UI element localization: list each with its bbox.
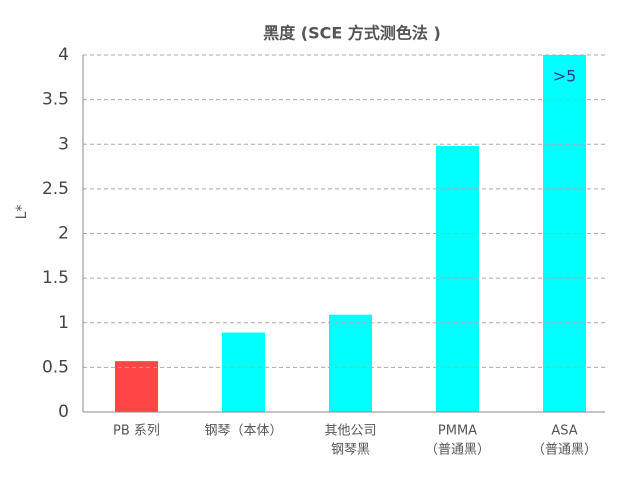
y-tick-label: 2 — [58, 224, 69, 244]
y-tick-label: 2.5 — [42, 179, 69, 199]
bars — [115, 55, 586, 412]
y-tick-label: 4 — [58, 45, 69, 65]
x-tick-label: （普通黑） — [532, 443, 597, 458]
y-tick-label: 0.5 — [42, 357, 69, 377]
bar — [329, 314, 372, 412]
y-tick-label: 3.5 — [42, 90, 69, 110]
x-tick-label: （普通黑） — [425, 443, 490, 458]
chart-title: 黑度 (SCE 方式测色法 ) — [263, 24, 441, 43]
y-tick-label: 0 — [58, 402, 69, 422]
x-tick-label: ASA — [551, 424, 577, 439]
bar — [543, 55, 586, 412]
bar — [436, 146, 479, 412]
y-tick-label: 1 — [58, 313, 69, 333]
y-tick-label: 3 — [58, 134, 69, 154]
x-tick-label: 其他公司 — [324, 424, 376, 439]
x-tick-label: 钢琴黑 — [331, 443, 370, 458]
y-axis-label: L* — [14, 205, 30, 220]
x-tick-label: 钢琴（本体） — [204, 424, 282, 439]
x-tick-label: PB 系列 — [113, 424, 160, 439]
bar — [222, 332, 265, 412]
x-tick-label: PMMA — [438, 424, 477, 439]
bar — [115, 361, 158, 412]
value-label: >5 — [553, 67, 577, 86]
y-tick-label: 1.5 — [42, 268, 69, 288]
